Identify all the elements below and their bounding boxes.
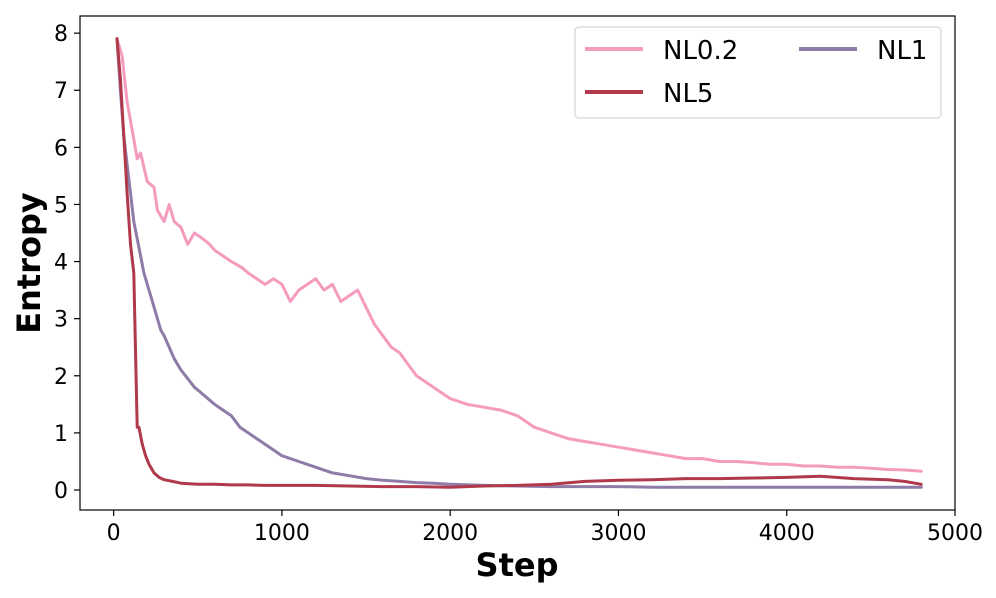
y-tick-label: 8 [54,22,68,47]
legend: NL0.2 NL1 NL5 [574,26,942,119]
legend-label-nl5: NL5 [663,79,713,109]
x-tick-label: 5000 [927,521,983,546]
y-tick-label: 3 [54,308,68,333]
series-line-nl1 [115,37,923,489]
y-tick-label: 7 [54,79,68,104]
y-tick-label: 0 [54,479,68,504]
y-tick-label: 4 [54,251,68,276]
series-line-nl0-2 [115,37,923,473]
y-axis-label: Entropy [10,192,48,334]
y-axis: 0 1 2 3 4 5 6 7 8 [54,22,80,504]
x-tick-label: 3000 [590,521,646,546]
y-tick-label: 2 [54,365,68,390]
series-layer [115,37,923,489]
x-tick-label: 1000 [254,521,310,546]
x-axis: 0 1000 2000 3000 4000 5000 [107,510,983,546]
x-tick-label: 2000 [422,521,478,546]
series-line-nl5 [115,37,923,489]
x-tick-label: 4000 [759,521,815,546]
y-tick-label: 1 [54,422,68,447]
plot-frame [79,15,956,511]
legend-label-nl1: NL1 [877,36,927,66]
x-axis-label: Step [476,546,559,584]
x-tick-label: 0 [107,521,121,546]
y-tick-label: 6 [54,136,68,161]
y-tick-label: 5 [54,193,68,218]
legend-label-nl0-2: NL0.2 [663,36,738,66]
